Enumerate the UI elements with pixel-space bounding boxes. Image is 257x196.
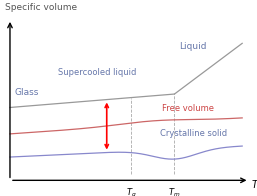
Text: Free volume: Free volume — [162, 104, 214, 113]
Text: Liquid: Liquid — [179, 42, 207, 51]
Text: Glass: Glass — [15, 88, 39, 97]
Text: Specific volume: Specific volume — [5, 3, 77, 12]
Text: $T_m$: $T_m$ — [168, 187, 181, 196]
Text: T: T — [252, 180, 257, 190]
Text: Crystalline solid: Crystalline solid — [160, 129, 227, 138]
Text: Supercooled liquid: Supercooled liquid — [58, 68, 137, 77]
Text: $T_g$: $T_g$ — [126, 187, 136, 196]
